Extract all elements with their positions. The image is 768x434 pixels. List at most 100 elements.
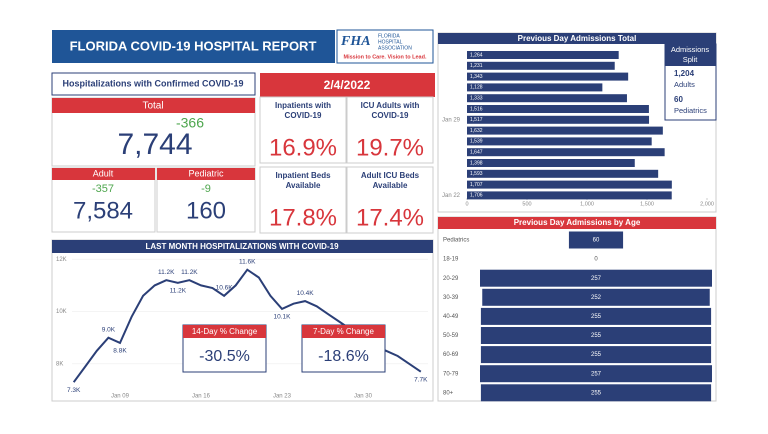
category-label: 50-59 [443, 333, 459, 339]
capacity-label: Available [373, 181, 408, 190]
bar [480, 365, 712, 383]
bar [467, 148, 665, 157]
data-label: 1,333 [470, 96, 483, 102]
hbar-title-bar [438, 33, 716, 44]
bar [467, 61, 615, 70]
split-value: 1,204 [674, 69, 695, 78]
adult-value: 7,584 [73, 197, 133, 224]
capacity-value: 16.9% [269, 134, 337, 161]
total-value: 7,744 [117, 128, 192, 161]
funnel-title-bar [438, 217, 716, 229]
data-label: 252 [591, 295, 602, 301]
split-label: Pediatrics [674, 106, 707, 115]
y-tick-label: 12K [56, 257, 67, 263]
split-title: Admissions [671, 45, 710, 54]
annotation-label: 7-Day % Change [313, 327, 374, 336]
annotation-bar [302, 325, 385, 338]
bar [480, 269, 712, 287]
data-label: 1,398 [470, 160, 483, 166]
bar [568, 231, 624, 249]
data-label: 1,707 [470, 182, 483, 188]
capacity-label: Adult ICU Beds [361, 171, 420, 180]
bar [467, 137, 652, 146]
data-label: 0 [594, 257, 598, 263]
data-label: 1,231 [470, 63, 483, 69]
category-label: 18-19 [443, 257, 459, 263]
bar [467, 180, 672, 189]
bar [467, 83, 603, 92]
data-label: 255 [591, 314, 602, 320]
data-label: 255 [591, 390, 602, 396]
category-label: 60-69 [443, 352, 459, 358]
category-label: 40-49 [443, 314, 459, 320]
date: 2/4/2022 [324, 78, 371, 92]
annotation-value: -30.5% [199, 348, 250, 365]
bar [467, 94, 627, 103]
capacity-label: Available [286, 181, 321, 190]
logo-name: FLORIDA [378, 33, 400, 39]
data-label: 1,632 [470, 128, 483, 134]
x-tick-label: 500 [522, 201, 531, 207]
data-label: 60 [593, 238, 600, 244]
bar [467, 159, 635, 167]
data-label: 11.2K [181, 269, 198, 276]
line-panel [51, 239, 434, 402]
hbar-title: Previous Day Admissions Total [518, 34, 637, 43]
total-bar [52, 98, 255, 113]
x-tick-label: 0 [465, 201, 468, 207]
pediatric-bar [157, 168, 255, 180]
data-label: 11.2K [170, 287, 187, 294]
split-label: Adults [674, 80, 695, 89]
total-label: Total [142, 101, 163, 112]
hosp-title-box [51, 72, 256, 96]
y-tick-label: 10K [56, 309, 67, 315]
data-label: 1,593 [470, 171, 483, 177]
capacity-label: ICU Adults with [361, 101, 420, 110]
bar [467, 72, 629, 81]
total-change: -366 [176, 115, 204, 131]
bar [480, 327, 712, 344]
bar [467, 191, 672, 200]
x-tick-label: Jan 30 [354, 394, 373, 400]
pediatric-label: Pediatric [188, 168, 224, 178]
data-label: 10.1K [273, 314, 291, 321]
bar [480, 307, 712, 325]
split-title: Split [683, 55, 699, 64]
bar [467, 169, 659, 178]
category-label: 30-39 [443, 295, 459, 301]
capacity-cell [259, 166, 347, 234]
category-label: 70-79 [443, 371, 459, 377]
data-label: 7.7K [414, 376, 428, 383]
data-label: 1,128 [470, 85, 483, 91]
adult-label: Adult [93, 168, 114, 178]
adult-change: -357 [92, 183, 114, 195]
split-value: 60 [674, 95, 683, 104]
capacity-value: 19.7% [356, 134, 424, 161]
annotation-label: 14-Day % Change [192, 327, 258, 336]
pediatric-change: -9 [201, 183, 211, 195]
x-tick-label: Jan 23 [273, 394, 292, 400]
data-label: 11.2K [158, 269, 175, 276]
bar [467, 105, 649, 113]
logo-box [336, 29, 434, 64]
capacity-label: Inpatients with [275, 101, 331, 110]
data-label: 1,516 [470, 106, 483, 112]
data-label: 10.4K [297, 290, 315, 297]
line-title: LAST MONTH HOSPITALIZATIONS WITH COVID-1… [145, 242, 339, 251]
bar [480, 384, 712, 402]
capacity-label: COVID-19 [285, 111, 322, 120]
y-tick-label: 8K [56, 361, 63, 367]
capacity-label: Inpatient Beds [275, 171, 331, 180]
header-title: FLORIDA COVID-19 HOSPITAL REPORT [70, 38, 317, 53]
annotation-bar [183, 325, 266, 338]
tagline: Mission to Care. Vision to Lead. [343, 54, 426, 60]
date-bar [260, 73, 435, 97]
adult-bar [52, 168, 155, 180]
x-tick-label: 2,000 [700, 201, 714, 207]
split-title-bar [665, 44, 716, 66]
capacity-cell [259, 96, 347, 164]
header-bar [52, 30, 335, 63]
x-tick-label: 1,000 [580, 201, 594, 207]
category-label: 20-29 [443, 276, 459, 282]
